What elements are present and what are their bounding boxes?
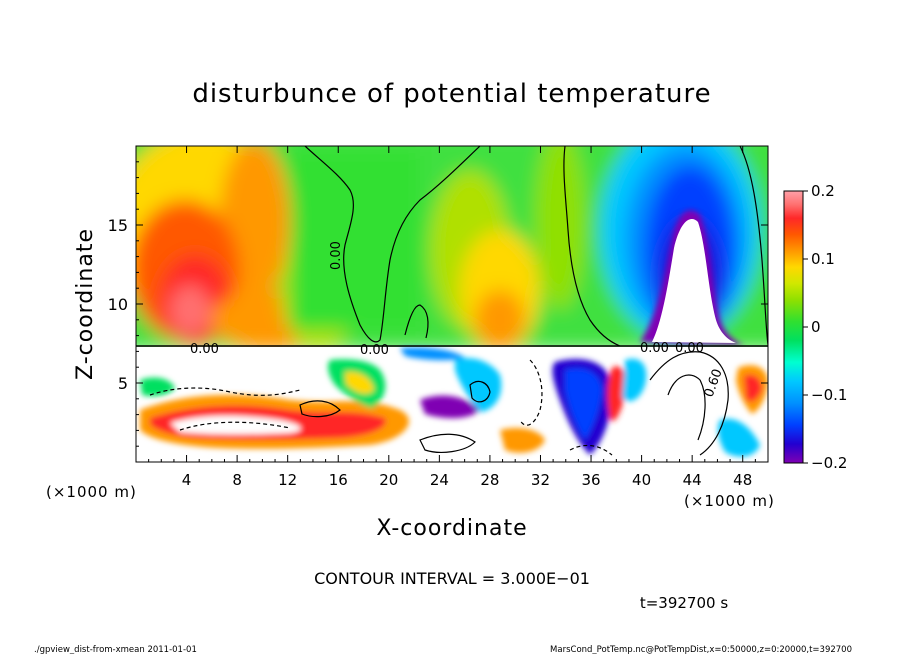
x-tick-label: 24 [430, 471, 449, 489]
x-axis-units: (×1000 m) [684, 492, 775, 510]
y-tick-label: 15 [108, 216, 128, 235]
contour-lines [136, 146, 768, 456]
colorbar-tick-label: −0.1 [811, 386, 847, 404]
y-tick-label: 10 [108, 295, 128, 314]
x-tick-label: 8 [232, 471, 242, 489]
contour-label: 0.00 [640, 341, 669, 356]
contour-label: 0.00 [329, 241, 344, 270]
contour-label: 0.00 [190, 342, 219, 357]
x-axis: 4 8 12 16 20 24 28 32 36 40 44 48 [148, 146, 756, 489]
x-tick-label: 32 [531, 471, 550, 489]
colorbar-tick-label: 0.1 [811, 250, 835, 268]
colorbar-tick-label: −0.2 [811, 454, 847, 472]
x-tick-label: 48 [733, 471, 752, 489]
x-tick-label: 36 [581, 471, 600, 489]
contour-label: 0.00 [360, 343, 389, 358]
x-tick-label: 4 [182, 471, 192, 489]
colorbar-scale [783, 190, 804, 464]
contour-interval: CONTOUR INTERVAL = 3.000E−01 [314, 569, 590, 588]
x-tick-label: 16 [329, 471, 348, 489]
x-tick-label: 20 [379, 471, 398, 489]
footer-right: MarsCond_PotTemp.nc@PotTempDist,x=0:5000… [550, 645, 852, 654]
y-axis-label: Z-coordinate [73, 228, 98, 380]
cold-core-white [652, 219, 736, 343]
footer-left: ./gpview_dist-from-xmean 2011-01-01 [34, 645, 197, 654]
chart-title: disturbunce of potential temperature [192, 79, 711, 109]
colorbar-tick-label: 0.2 [811, 182, 835, 200]
y-tick-label: 5 [118, 374, 128, 393]
plot-area [136, 146, 768, 462]
x-tick-label: 28 [480, 471, 499, 489]
time-label: t=392700 s [640, 594, 728, 612]
y-axis-units: (×1000 m) [46, 483, 137, 501]
lower-field [136, 347, 768, 462]
x-tick-label: 12 [278, 471, 297, 489]
colorbar: 0.2 0.1 0 −0.1 −0.2 [783, 182, 847, 472]
x-axis-label: X-coordinate [376, 516, 527, 541]
x-tick-label: 44 [683, 471, 702, 489]
contour-label: 0.00 [675, 341, 704, 356]
colorbar-tick-label: 0 [811, 318, 821, 336]
y-axis: 5 10 15 [108, 161, 768, 447]
colorbar-ticks: 0.2 0.1 0 −0.1 −0.2 [803, 182, 847, 472]
x-tick-label: 40 [632, 471, 651, 489]
